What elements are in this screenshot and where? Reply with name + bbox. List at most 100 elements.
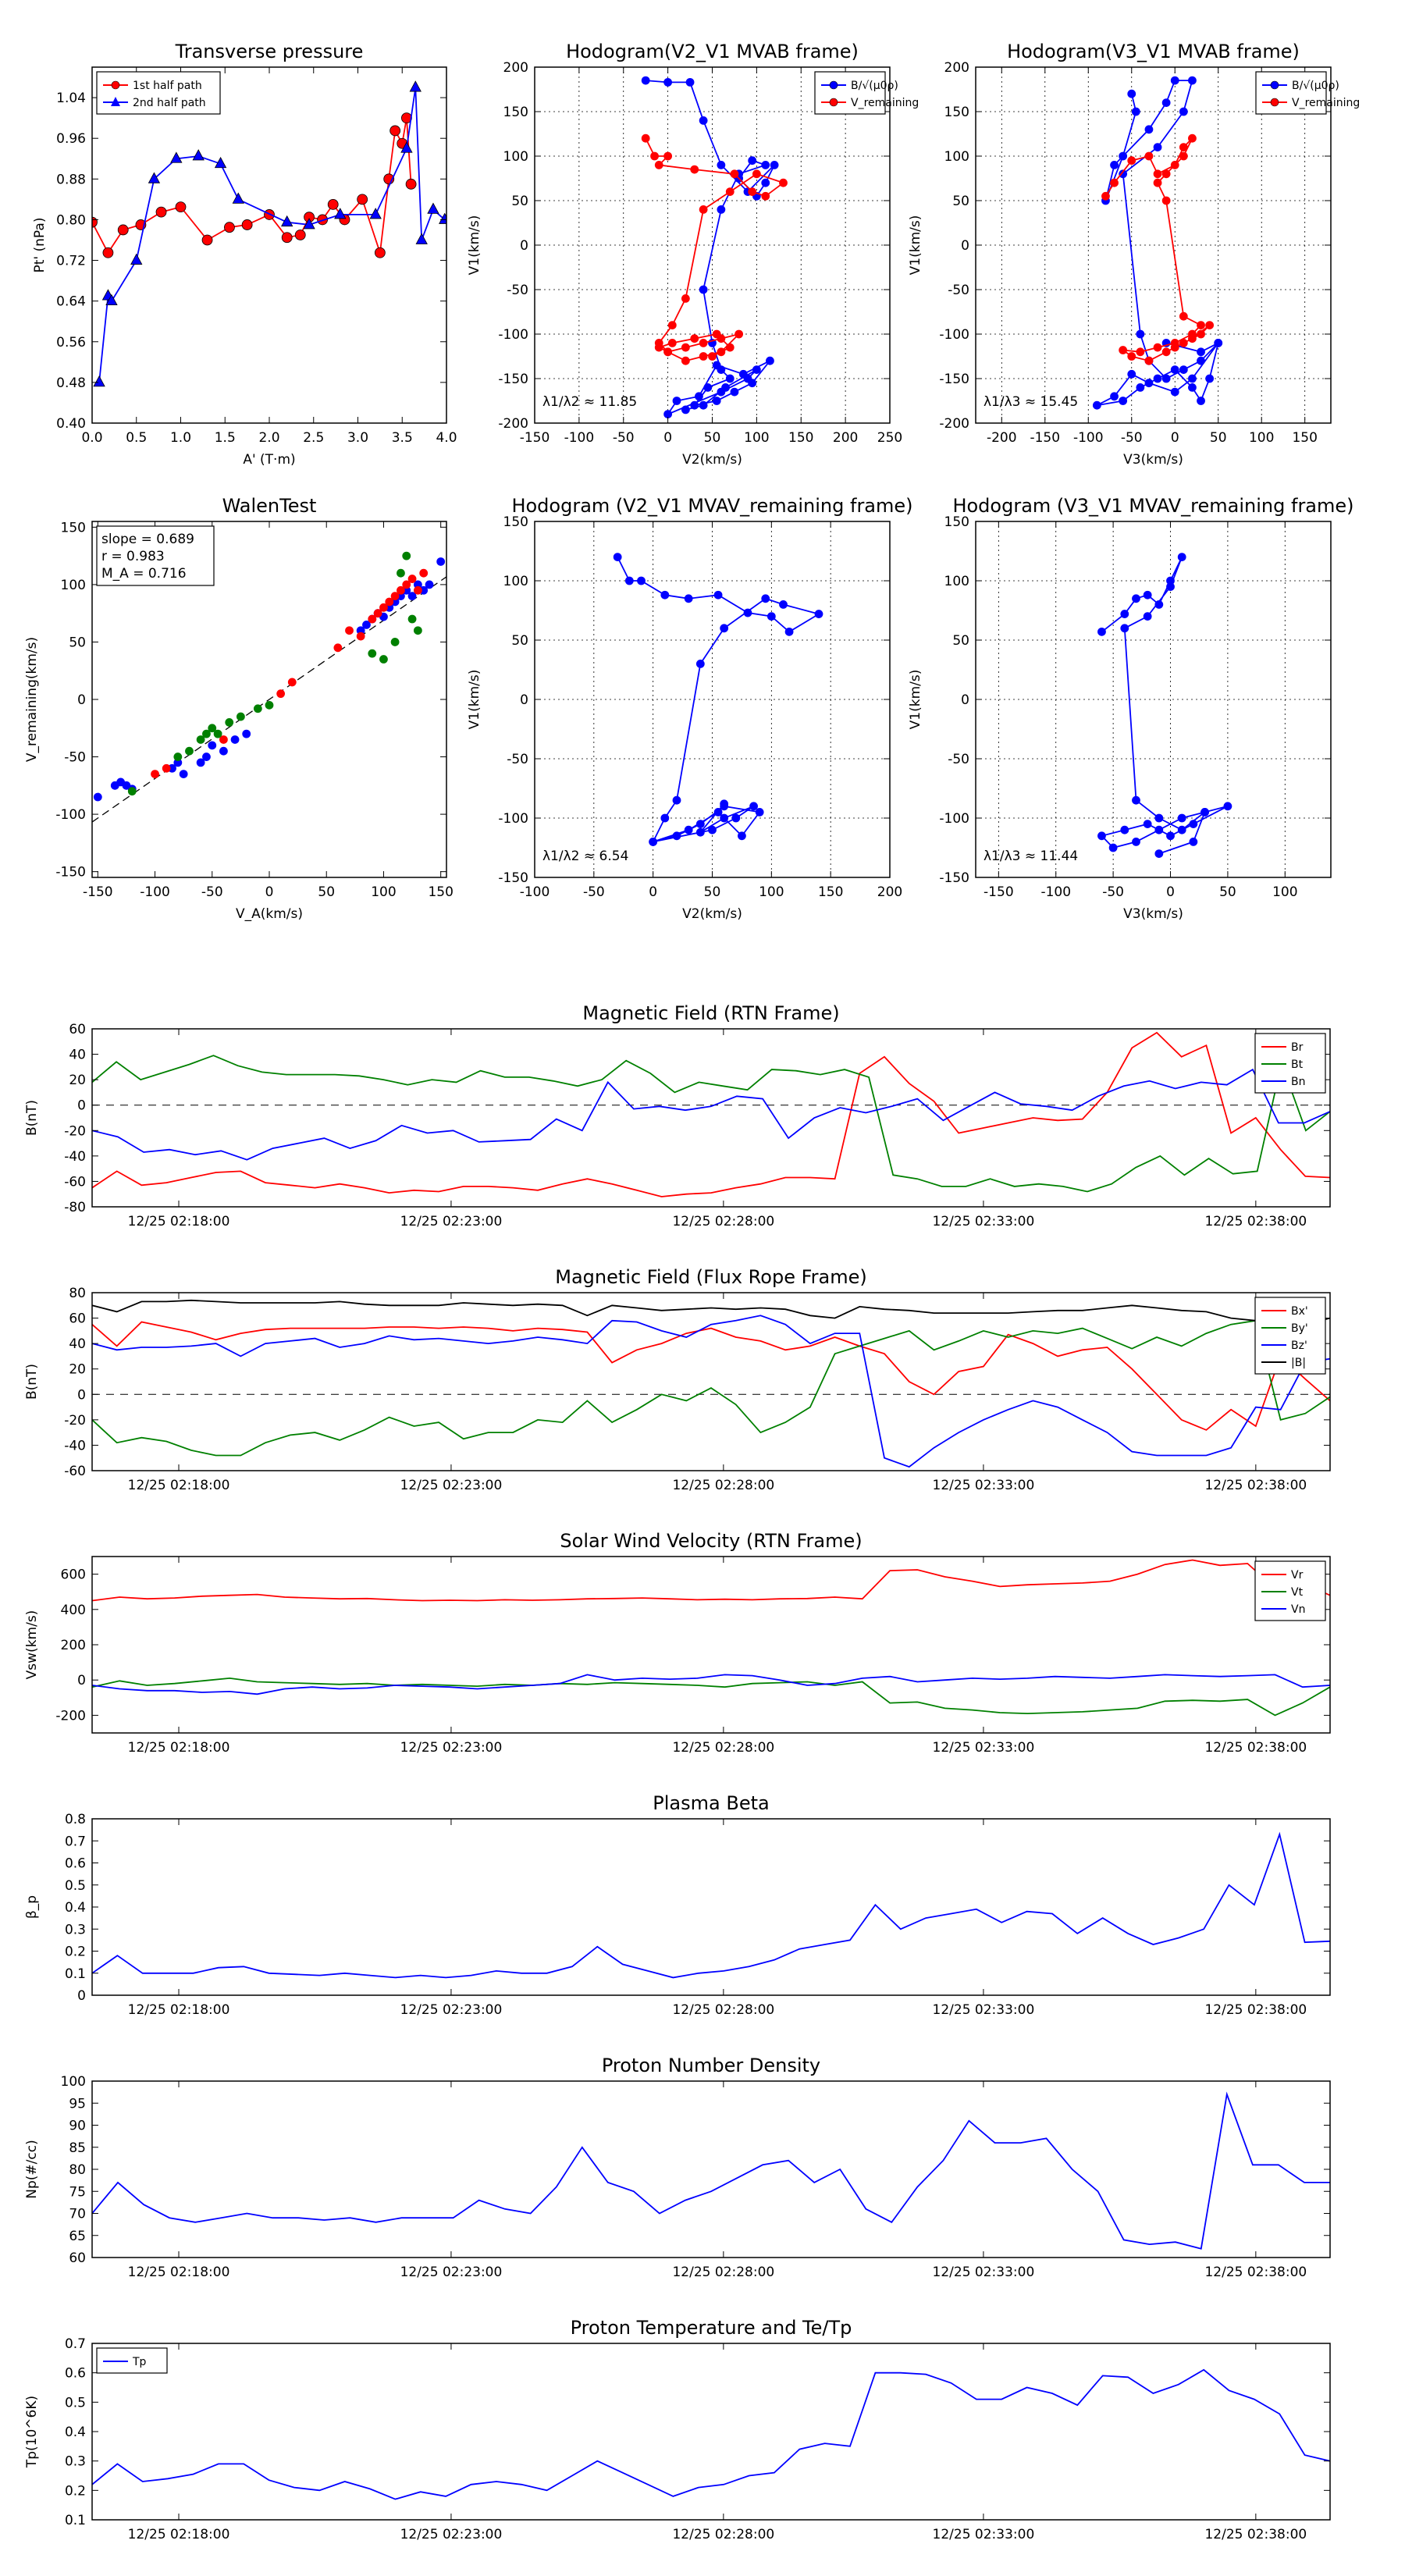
data-point bbox=[1170, 160, 1179, 169]
y-tick-label: 150 bbox=[944, 514, 969, 530]
chart-title: Hodogram(V3_V1 MVAB frame) bbox=[1007, 41, 1300, 62]
x-tick-label: -200 bbox=[987, 430, 1017, 446]
data-point bbox=[407, 614, 417, 624]
x-tick-label: 0.0 bbox=[81, 430, 102, 446]
x-tick-label: 100 bbox=[1249, 430, 1274, 446]
chart-h2: Hodogram(V3_V1 MVAB frame) -200 -150 -100 -5… bbox=[908, 41, 1360, 468]
x-tick-label: 50 bbox=[1210, 430, 1227, 446]
y-tick-label: 20 bbox=[69, 1362, 86, 1378]
series-line-By' bbox=[92, 1319, 1330, 1457]
data-point bbox=[1161, 169, 1171, 179]
x-tick-label: 12/25 02:18:00 bbox=[128, 1740, 230, 1756]
data-point bbox=[681, 294, 690, 303]
y-tick-label: 100 bbox=[944, 574, 969, 589]
data-point bbox=[374, 247, 386, 258]
data-point bbox=[1136, 382, 1145, 392]
y-tick-label: 0 bbox=[520, 692, 528, 708]
data-point bbox=[219, 735, 228, 744]
series-line-Bn bbox=[92, 1068, 1330, 1161]
legend-marker bbox=[111, 97, 120, 106]
y-tick-label: 400 bbox=[61, 1603, 86, 1618]
x-tick-label: 12/25 02:33:00 bbox=[933, 1478, 1035, 1493]
y-tick-label: 20 bbox=[69, 1073, 86, 1088]
data-point bbox=[1120, 624, 1129, 633]
data-point bbox=[730, 169, 739, 179]
x-tick-label: 12/25 02:18:00 bbox=[128, 1214, 230, 1229]
x-tick-label: 12/25 02:28:00 bbox=[672, 1740, 774, 1756]
x-tick-label: -100 bbox=[1073, 430, 1104, 446]
y-tick-label: 0.40 bbox=[56, 416, 86, 432]
x-tick-label: 12/25 02:23:00 bbox=[400, 1478, 503, 1493]
series-line-Vr bbox=[92, 1559, 1330, 1602]
data-point bbox=[1153, 374, 1162, 383]
data-point bbox=[425, 580, 434, 589]
data-point bbox=[681, 405, 690, 415]
data-point bbox=[766, 356, 774, 365]
y-tick-label: 1.04 bbox=[56, 91, 86, 106]
data-point bbox=[390, 638, 400, 646]
data-point bbox=[405, 178, 417, 190]
data-point bbox=[725, 343, 735, 352]
data-point bbox=[357, 194, 368, 205]
data-point bbox=[649, 838, 658, 846]
y-axis-label: Np(#/cc) bbox=[24, 2140, 40, 2198]
data-point bbox=[720, 813, 729, 823]
x-tick-label: 50 bbox=[318, 884, 335, 900]
data-point bbox=[1197, 321, 1205, 330]
chart-h3: Hodogram (V2_V1 MVAV_remaining frame) -10… bbox=[467, 495, 913, 922]
data-point bbox=[735, 329, 744, 339]
data-point bbox=[779, 178, 788, 187]
y-tick-label: 150 bbox=[944, 105, 969, 120]
data-point bbox=[685, 77, 695, 87]
data-point bbox=[1179, 107, 1188, 116]
chart-title: WalenTest bbox=[222, 495, 317, 517]
data-point bbox=[419, 568, 429, 578]
data-point bbox=[1127, 352, 1136, 361]
y-tick-label: -100 bbox=[498, 811, 528, 827]
y-tick-label: -50 bbox=[507, 752, 528, 767]
y-tick-label: 90 bbox=[69, 2119, 86, 2134]
data-point bbox=[1136, 347, 1145, 357]
chart-title: Plasma Beta bbox=[653, 1792, 769, 1814]
chart-walen: WalenTest -150 -100 -50 0 50 100 150 -150 -100 -50… bbox=[24, 495, 454, 922]
data-point bbox=[345, 626, 354, 635]
y-axis-label: Pt' (nPa) bbox=[32, 218, 48, 273]
data-point bbox=[681, 343, 690, 352]
data-point bbox=[276, 689, 286, 699]
series-group bbox=[1097, 553, 1232, 858]
data-point bbox=[713, 590, 723, 600]
data-point bbox=[1197, 347, 1205, 357]
data-point bbox=[761, 160, 770, 169]
x-tick-label: 12/25 02:33:00 bbox=[933, 1740, 1035, 1756]
data-point bbox=[409, 80, 422, 92]
data-point bbox=[413, 626, 422, 635]
data-point bbox=[439, 212, 446, 224]
legend-box bbox=[1255, 71, 1327, 115]
y-tick-label: -40 bbox=[64, 1149, 86, 1165]
data-point bbox=[695, 827, 705, 837]
data-point bbox=[1143, 612, 1152, 621]
x-tick-label: 12/25 02:28:00 bbox=[672, 1478, 774, 1493]
data-point bbox=[1189, 820, 1198, 828]
legend-label: Bx' bbox=[1291, 1305, 1308, 1318]
y-axis-label: Tp(10^6K) bbox=[24, 2396, 40, 2468]
data-point bbox=[695, 820, 705, 828]
y-tick-label: 75 bbox=[69, 2184, 86, 2200]
chart-title: Hodogram (V3_V1 MVAV_remaining frame) bbox=[952, 495, 1353, 517]
data-point bbox=[717, 160, 726, 169]
data-point bbox=[717, 347, 726, 357]
x-tick-label: 200 bbox=[877, 884, 902, 900]
y-tick-label: -150 bbox=[939, 870, 969, 886]
y-axis-label: V1(km/s) bbox=[908, 670, 923, 730]
stats-box bbox=[96, 525, 215, 586]
chart-title: Magnetic Field (RTN Frame) bbox=[582, 1002, 839, 1024]
chart-title: Solar Wind Velocity (RTN Frame) bbox=[560, 1530, 862, 1552]
data-point bbox=[717, 205, 726, 214]
x-tick-label: 3.5 bbox=[392, 430, 413, 446]
data-point bbox=[415, 233, 428, 244]
chart-h4: Hodogram (V3_V1 MVAV_remaining frame) -15… bbox=[908, 495, 1354, 922]
x-tick-label: 12/25 02:33:00 bbox=[933, 2527, 1035, 2542]
data-point bbox=[402, 580, 411, 589]
y-tick-label: 0.1 bbox=[65, 2513, 86, 2528]
chart-title: Transverse pressure bbox=[175, 41, 364, 62]
